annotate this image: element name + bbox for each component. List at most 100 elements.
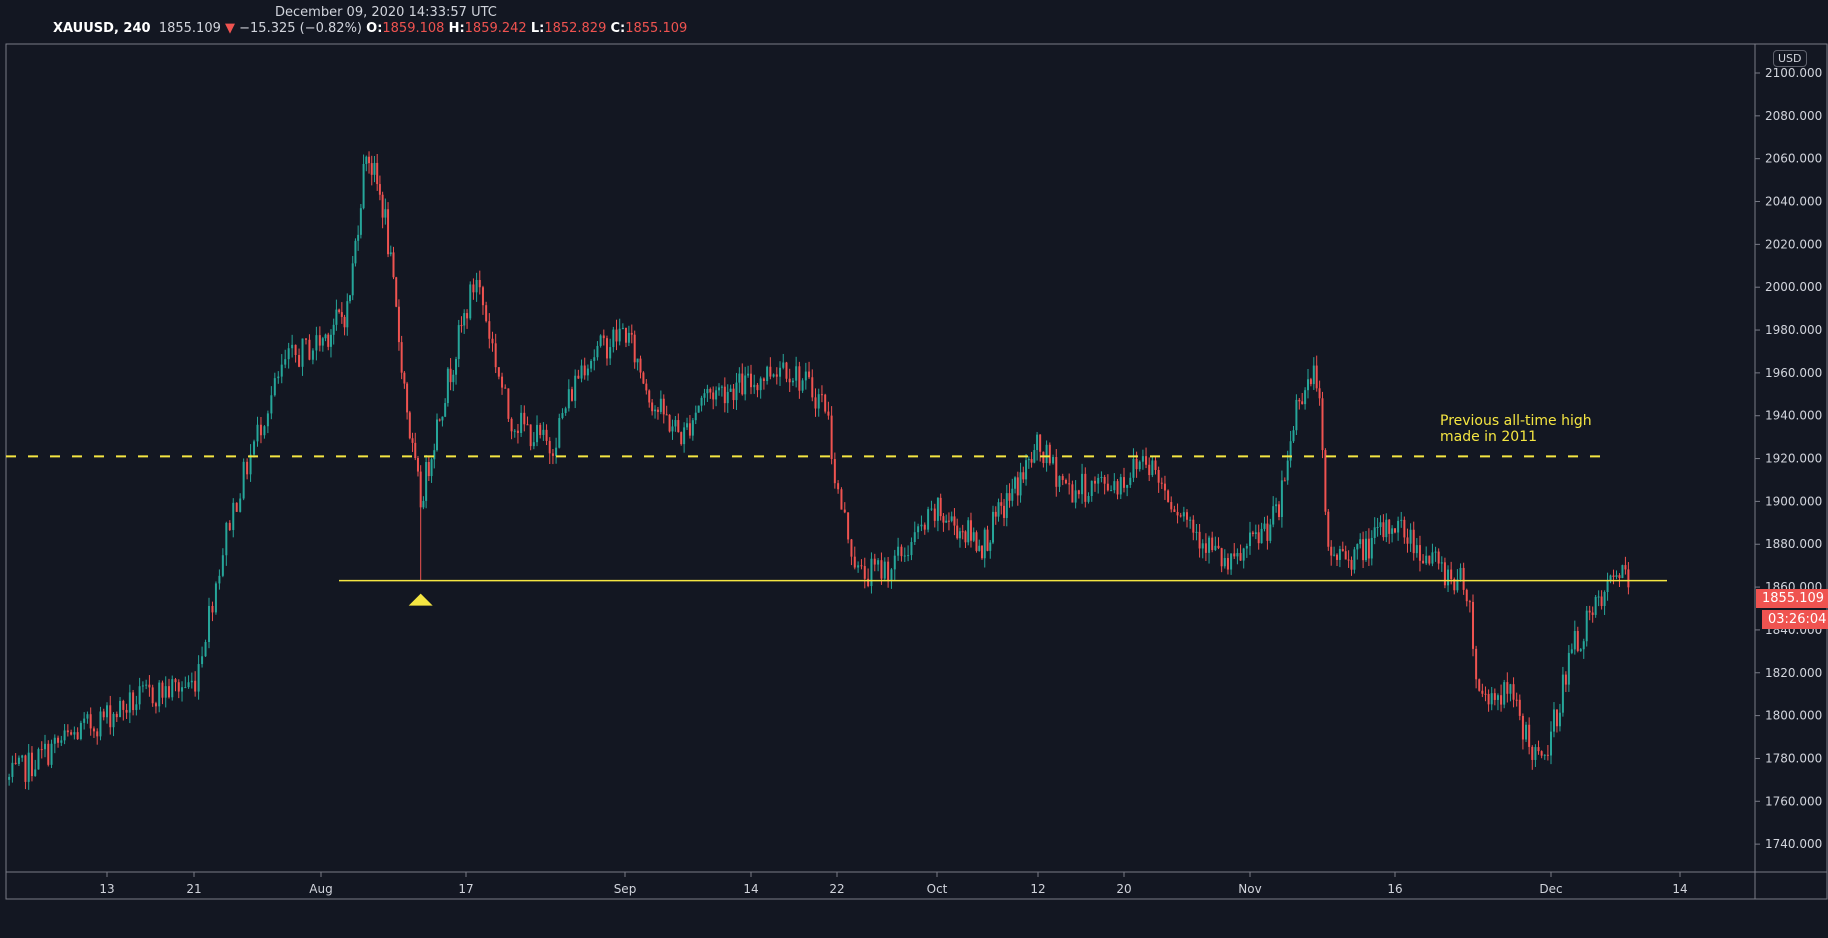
candle-body [249,454,252,475]
candle [1518,694,1521,721]
candle [1033,444,1036,464]
candle-body [642,372,645,384]
candle [697,405,700,413]
candle [164,676,167,708]
candle [917,523,920,540]
annotation-line-2: made in 2011 [1440,429,1538,445]
candles [8,151,1630,790]
candle [1443,557,1446,589]
candle [414,432,417,461]
candle [161,680,164,705]
candle [642,371,645,385]
levels[interactable] [6,455,1667,606]
candle-body [850,539,853,557]
candle-body [639,358,642,373]
price-axis[interactable]: 2100.000 2080.000 2060.000 2040.000 2020.000… [1755,66,1822,851]
candle [228,520,231,532]
candle-body [161,682,164,698]
candle [1624,556,1627,575]
candle [880,552,883,585]
candle-body [270,395,273,414]
candle-body [397,306,400,343]
candle-body [349,295,351,302]
candle-body [555,447,558,456]
candle [853,546,856,570]
time-tick-label: 13 [99,882,114,896]
candle [327,332,330,351]
candle-body [225,522,228,556]
symbol-name[interactable]: XAUUSD, 240 [53,21,151,36]
candle [1394,528,1396,534]
candle [1333,546,1336,557]
candle [1233,543,1236,559]
candle [683,422,686,453]
candle-body [873,558,876,565]
candle [1428,555,1431,566]
candle-body [1151,460,1154,476]
candle-body [1126,484,1129,488]
candle [47,740,50,767]
candle [485,301,488,323]
candle-body [277,376,280,379]
candle-body [1135,458,1138,470]
candle [122,699,125,721]
candle-body [1550,731,1552,756]
candle-body [1097,477,1100,484]
candle-body [504,387,507,389]
candle [340,302,343,324]
candle [1103,474,1106,495]
candle-body [1555,709,1558,727]
candle-body [700,397,703,406]
candle [242,458,245,501]
candle [989,540,992,559]
candle-body [1518,699,1521,716]
candle-body [1129,477,1132,485]
candle-body [1509,684,1512,694]
candle [1272,496,1275,528]
time-axis[interactable]: 13 21 Aug 17 Sep 14 22 Oct 12 20 Nov 16 Dec 14 [99,872,1688,896]
ath-annotation[interactable]: Previous all-time high made in 2011 [1440,413,1592,445]
candle-body [975,532,978,551]
candle [648,389,651,408]
candle-body [1531,746,1534,760]
candle-body [1148,464,1151,476]
candle [747,365,750,378]
candle-body [769,366,772,377]
candle [1564,671,1567,693]
candle-body [744,375,747,395]
candle [1409,523,1412,552]
candle-body [709,389,712,393]
candle-body [1362,539,1365,561]
candle [343,314,346,336]
candle-body [1160,482,1163,484]
candle-body [997,502,1000,517]
candle [1126,484,1129,497]
candle-body [917,526,920,533]
high-label: H: [448,21,465,36]
candle [1251,530,1254,537]
candle [1138,460,1141,472]
price-tick-label: 1740.000 [1765,837,1822,851]
currency-label[interactable]: USD [1773,50,1807,67]
candle-body [298,355,301,367]
candle [1295,394,1298,436]
candle-body [1388,519,1391,534]
candle-body [1292,430,1295,442]
triangle-up-marker-icon[interactable] [408,593,433,606]
candle [70,729,73,736]
candle-body [857,565,860,568]
candle-body [1074,490,1077,503]
candle [291,334,294,358]
candle [1612,569,1615,585]
open-value: 1859.108 [382,21,445,36]
candle [17,755,20,767]
candle [992,505,995,545]
candle-body [574,375,577,401]
candle-body [343,316,346,328]
candle-body [795,366,798,381]
candle-body [609,347,612,359]
candle [158,680,161,713]
candle-body [1400,519,1403,521]
candle-body [933,508,936,521]
